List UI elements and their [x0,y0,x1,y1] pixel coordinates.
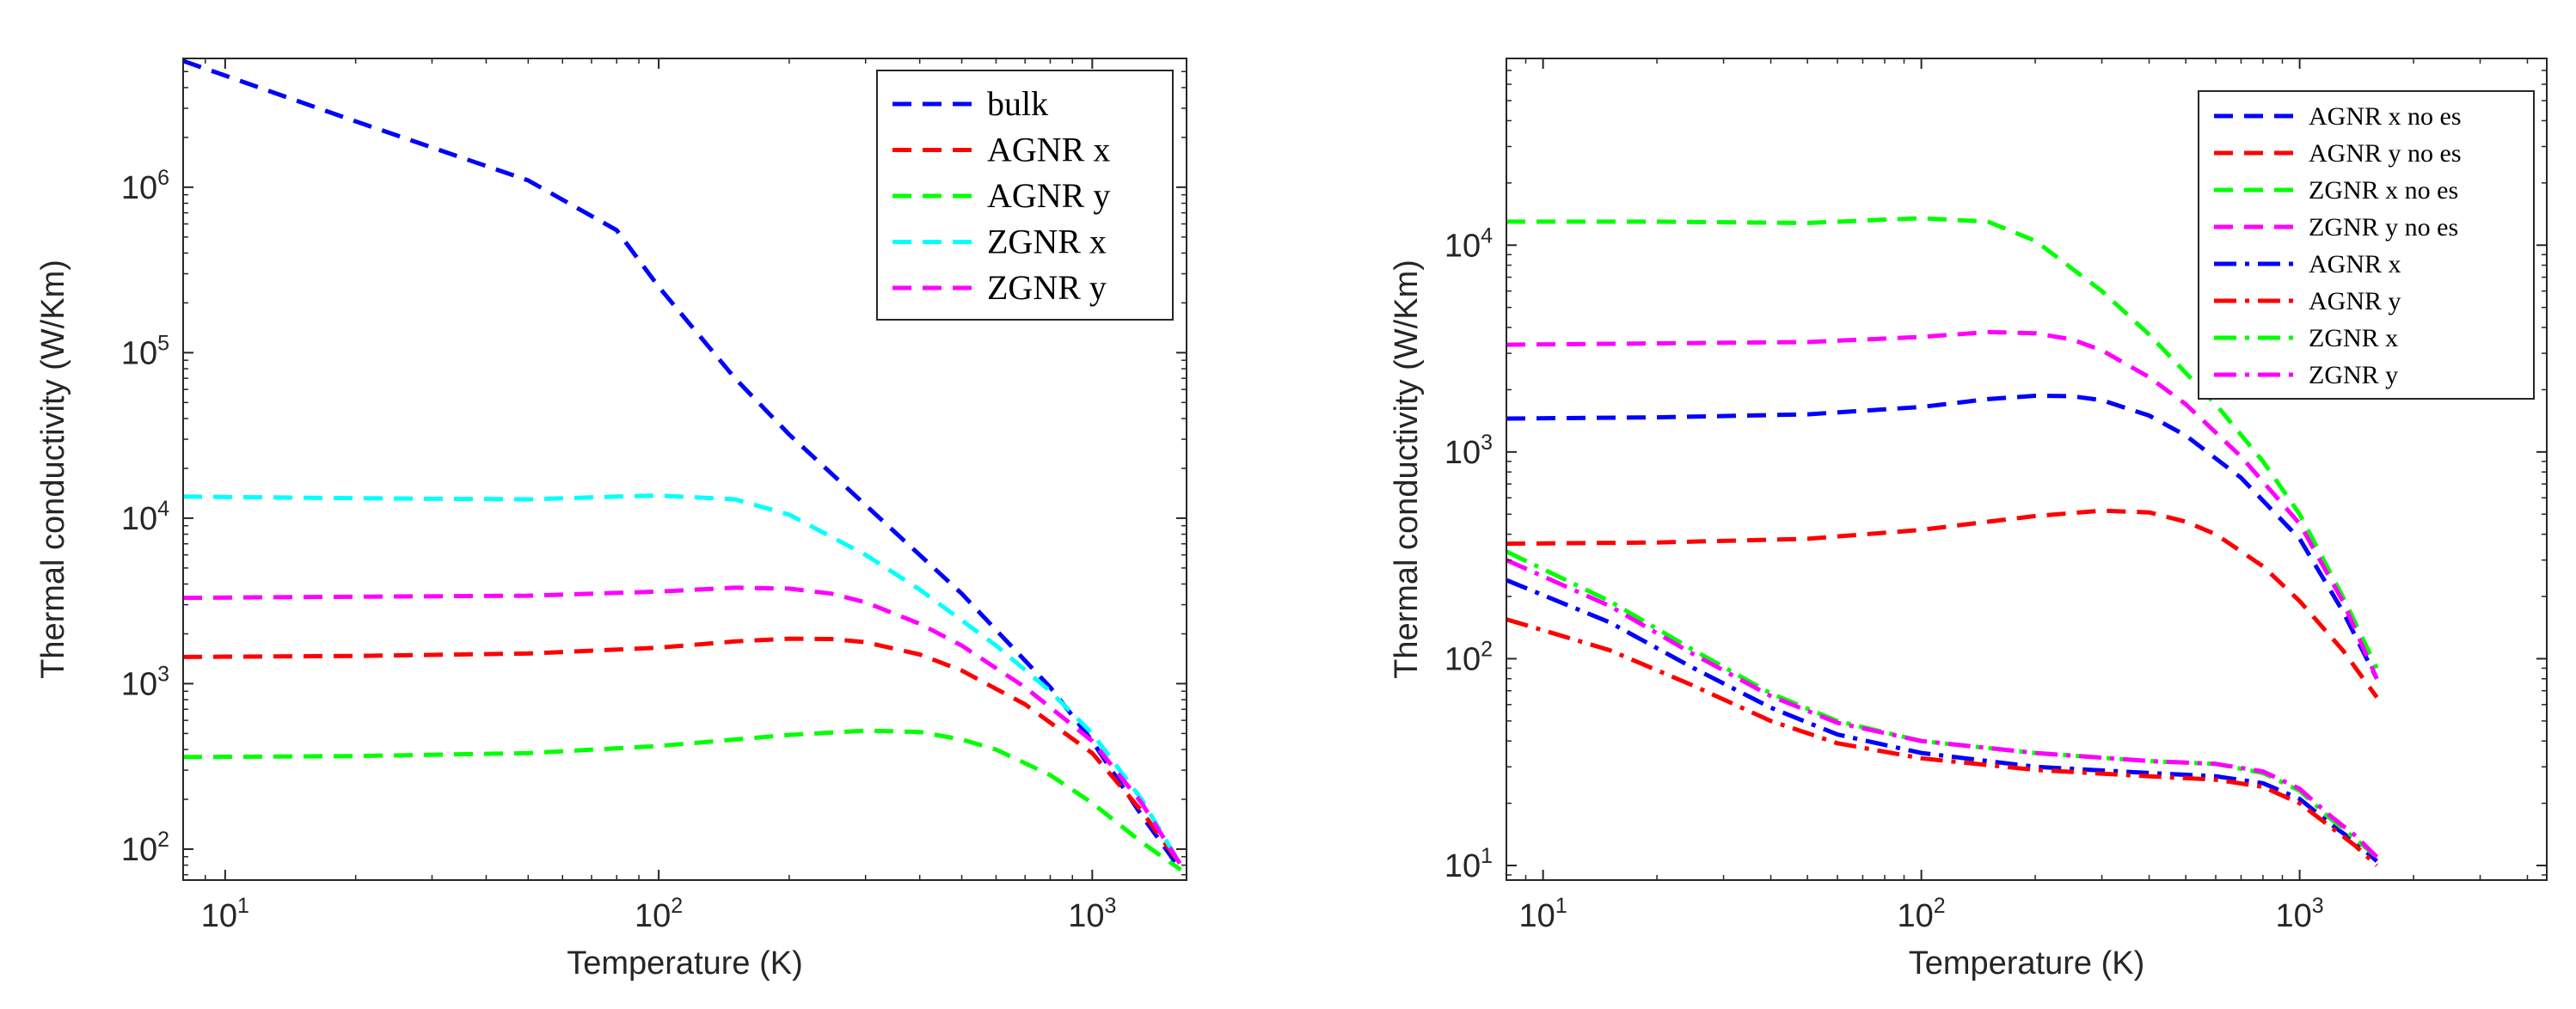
y-tick-exponent: 3 [157,662,169,686]
x-axis-label: Temperature (K) [567,945,803,981]
y-tick-exponent: 4 [1481,223,1493,248]
y-tick-label: 105 [121,331,169,371]
series-line-2 [183,728,1182,872]
legend-entry: ZGNR x [2309,324,2398,352]
series-line-1 [1506,508,2379,699]
x-tick-label: 102 [1898,894,1946,934]
series-line-5 [1506,617,2379,867]
y-tick-label: 103 [121,662,169,702]
y-axis-label: Thermal conductivity (W/Km) [35,260,71,679]
y-axis-label: Thermal conductivity (W/Km) [1389,260,1425,679]
y-tick-label: 101 [1444,844,1493,884]
series-line-0 [1506,394,2379,680]
legend-entry: bulk [987,84,1048,123]
legend-entry: AGNR x no es [2309,102,2462,131]
y-tick-label: 102 [1444,637,1493,677]
y-tick-label: 104 [1444,223,1493,264]
axes-box [1506,58,2548,881]
x-axis-label: Temperature (K) [1909,945,2145,981]
legend-entry: ZGNR x no es [2309,176,2458,205]
x-tick-exponent: 1 [1555,894,1567,918]
series-line-0 [183,58,1183,871]
series-line-1 [183,636,1183,867]
x-tick-exponent: 3 [1105,894,1117,918]
legend-entry: ZGNR y [2309,361,2398,389]
y-tick-exponent: 6 [157,166,169,190]
y-tick-base: 10 [121,501,157,537]
y-tick-base: 10 [121,666,157,702]
legend-box [2198,90,2535,400]
y-tick-exponent: 2 [157,828,169,852]
series-line-4 [1506,578,2379,863]
y-tick-label: 106 [121,166,169,206]
y-tick-base: 10 [121,832,157,868]
x-tick-base: 10 [1519,898,1555,934]
x-tick-label: 101 [201,894,249,934]
x-tick-label: 103 [2276,894,2324,934]
x-tick-exponent: 2 [1934,894,1946,918]
y-tick-label: 103 [1444,431,1493,471]
x-tick-base: 10 [2276,898,2312,934]
y-tick-exponent: 1 [1481,844,1493,868]
x-tick-base: 10 [1898,898,1934,934]
y-tick-base: 10 [121,170,157,206]
series-lines [1506,216,2379,867]
axes-box [182,58,1187,881]
series-line-4 [183,585,1183,866]
x-tick-exponent: 1 [237,894,249,918]
y-tick-label: 104 [121,497,169,537]
x-tick-label: 102 [635,894,683,934]
series-line-7 [1506,558,2379,859]
y-tick-exponent: 4 [157,497,169,521]
legend-entry: AGNR y no es [2309,139,2462,168]
x-tick-label: 101 [1519,894,1567,934]
y-tick-label: 102 [121,828,169,868]
x-tick-exponent: 2 [671,894,683,918]
legend: bulk AGNR x AGNR y ZGNR x ZGNR y [876,70,1174,321]
series-lines [183,58,1183,872]
legend-entry: AGNR x [2309,250,2401,278]
x-tick-label: 103 [1068,894,1116,934]
x-tick-base: 10 [201,898,237,934]
legend-entry: AGNR y [987,176,1110,215]
y-tick-exponent: 5 [157,331,169,355]
series-line-3 [1506,329,2379,680]
y-tick-exponent: 2 [1481,637,1493,661]
legend-entry: AGNR y [2309,287,2401,315]
series-line-2 [1506,216,2379,670]
y-tick-base: 10 [121,335,157,371]
y-tick-exponent: 3 [1481,431,1493,455]
series-line-3 [183,493,1183,866]
legend: AGNR x no es AGNR y no es ZGNR x no es ZGNR… [2198,90,2535,400]
x-tick-base: 10 [1068,898,1104,934]
legend-entry: ZGNR x [987,223,1107,261]
legend-entry: AGNR x [987,131,1110,169]
legend-entry: ZGNR y [987,268,1107,307]
y-tick-base: 10 [1444,848,1481,884]
y-tick-base: 10 [1444,228,1481,264]
y-tick-base: 10 [1444,641,1481,677]
x-tick-base: 10 [635,898,671,934]
legend-entry: ZGNR y no es [2309,213,2458,242]
x-tick-exponent: 3 [2312,894,2324,918]
y-tick-base: 10 [1444,435,1481,471]
